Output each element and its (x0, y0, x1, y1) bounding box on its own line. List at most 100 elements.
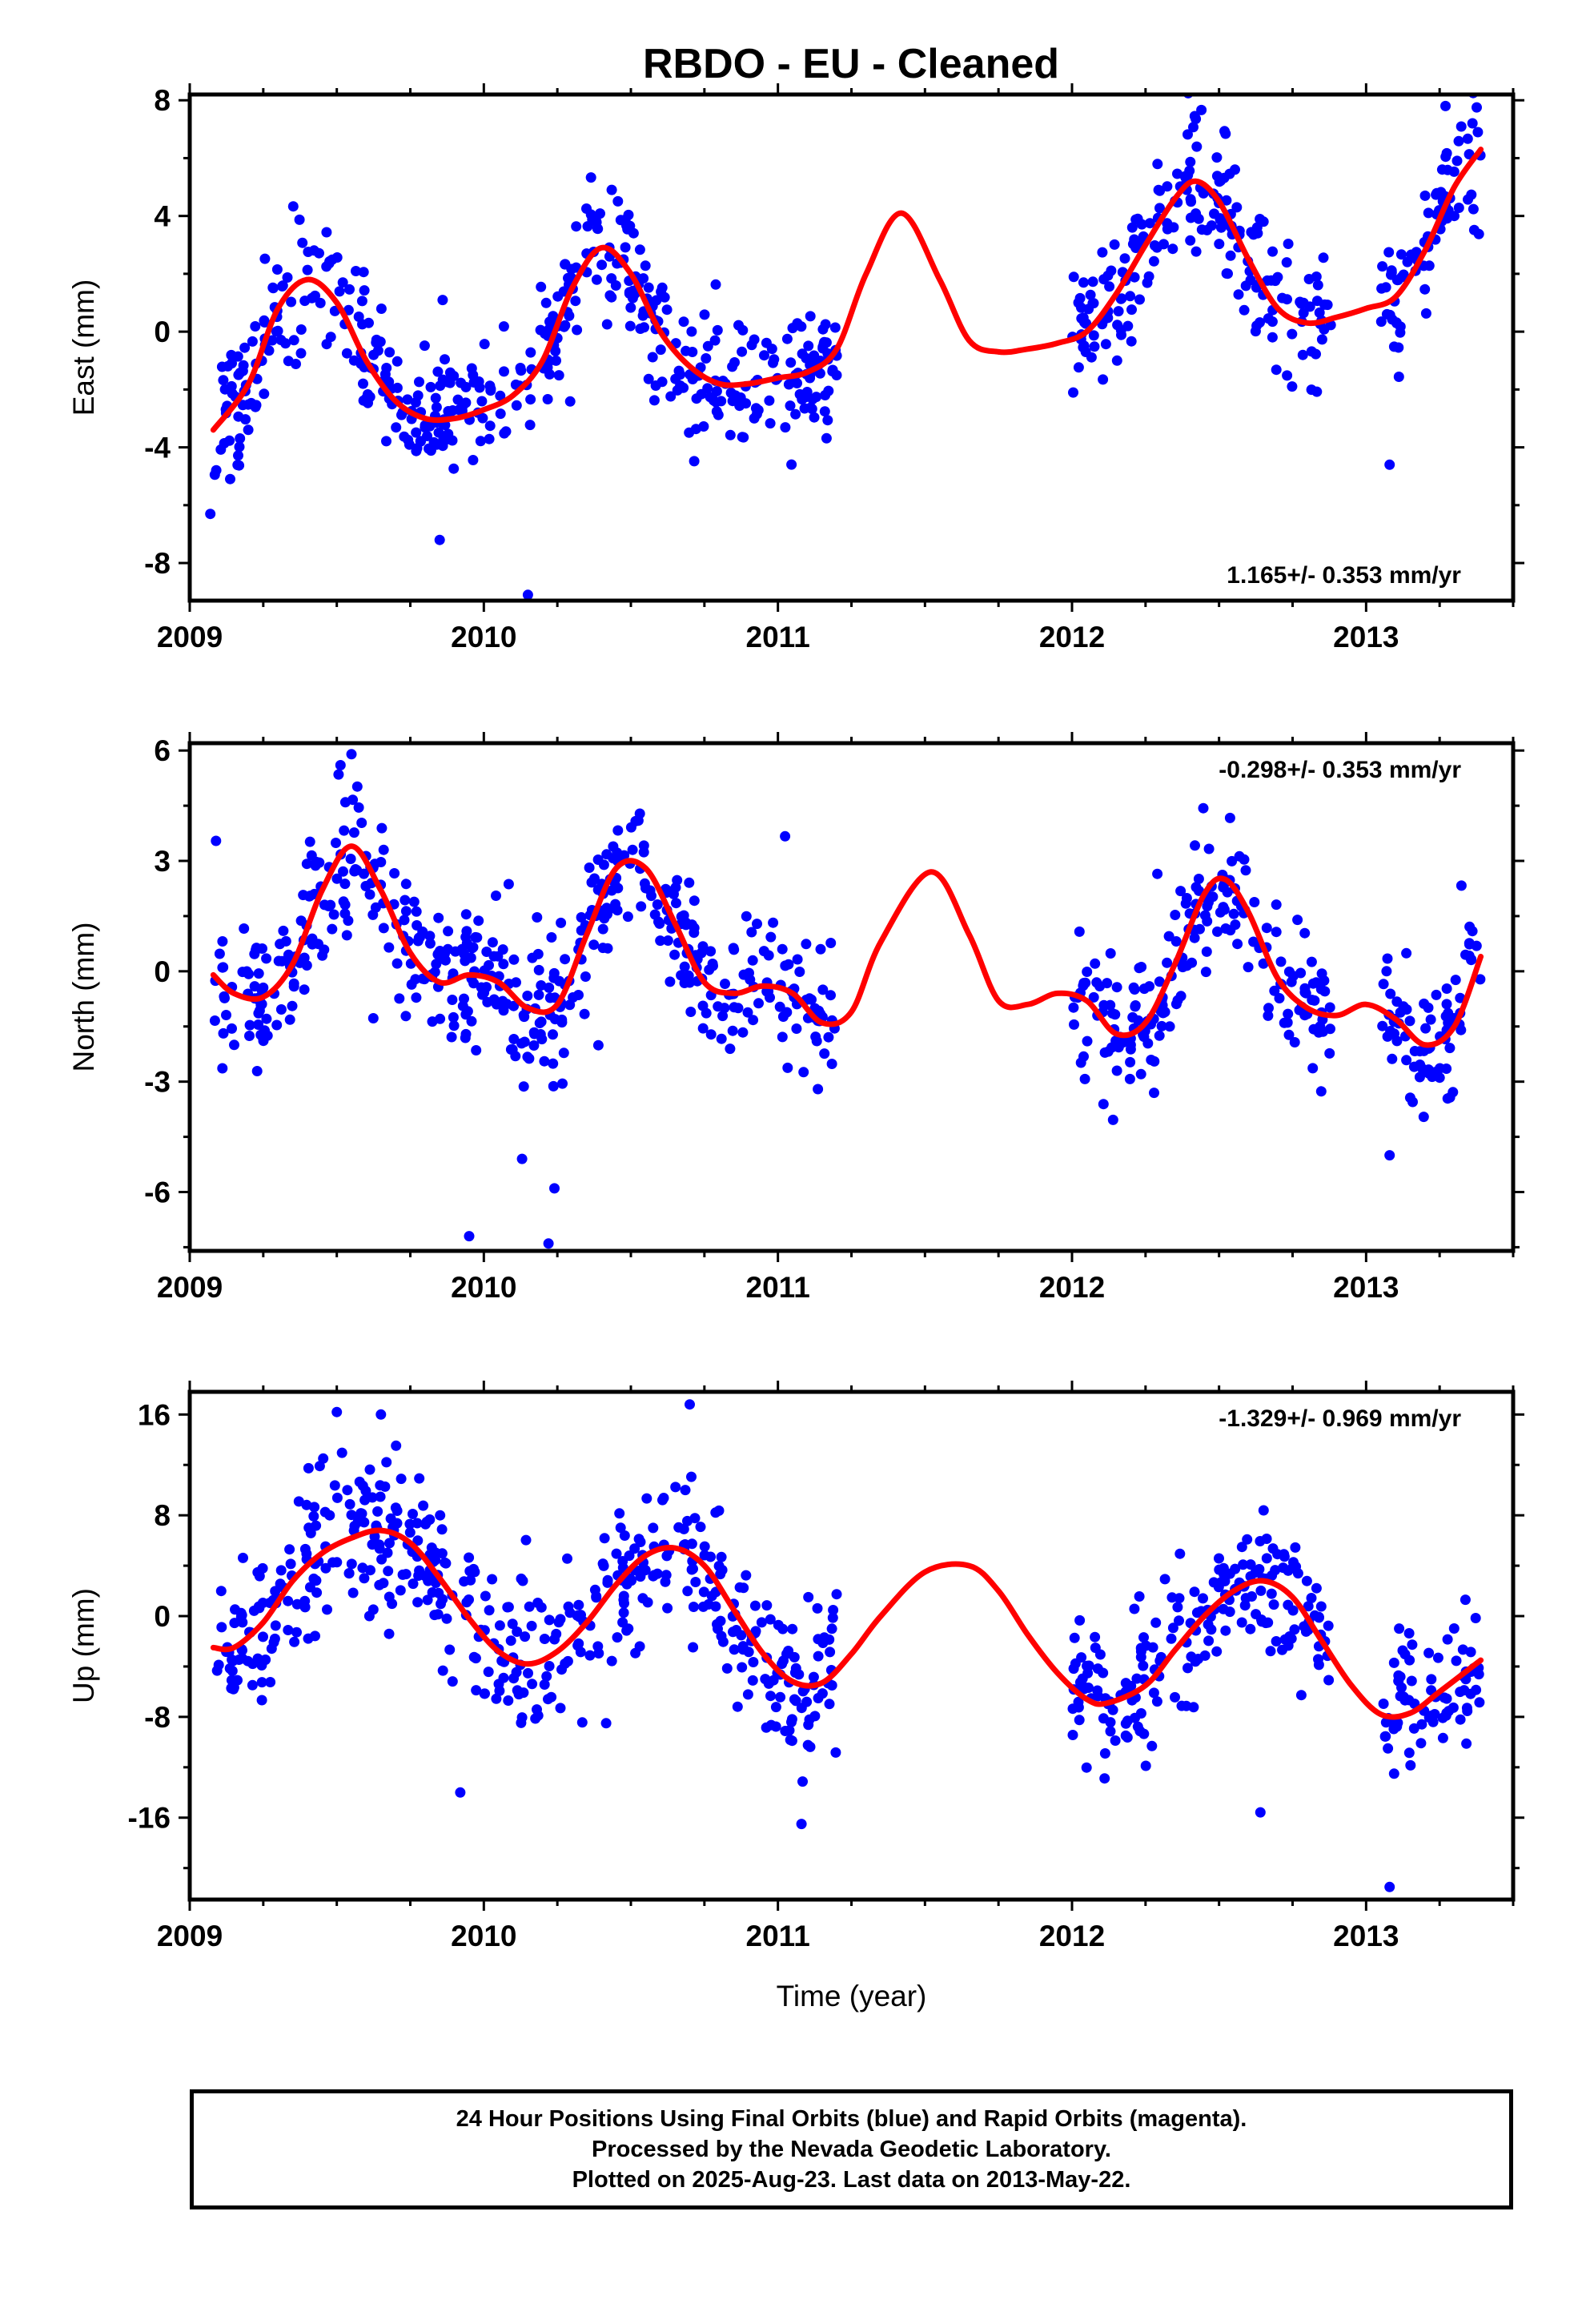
up-data-point (623, 1623, 634, 1634)
east-data-point (425, 381, 436, 392)
east-data-point (294, 214, 305, 225)
east-data-point (725, 429, 736, 440)
east-data-point (232, 351, 243, 362)
up-data-point (1166, 1633, 1177, 1644)
east-data-point (495, 390, 506, 401)
north-data-point (662, 935, 673, 946)
east-y-axis-label: East (mm) (67, 279, 100, 416)
up-data-point (1148, 1687, 1159, 1699)
north-data-point (413, 932, 424, 943)
north-data-point (211, 835, 222, 846)
north-data-point (528, 1027, 540, 1038)
north-data-point (741, 911, 752, 922)
up-data-point (1388, 1657, 1399, 1668)
north-data-point (557, 1078, 568, 1089)
east-data-point (1112, 320, 1123, 331)
north-data-point (1243, 962, 1254, 973)
up-data-point (1174, 1548, 1186, 1559)
north-data-point (1269, 985, 1280, 996)
north-data-point (1401, 1004, 1412, 1015)
east-data-point (432, 366, 444, 377)
north-data-point (684, 877, 695, 888)
north-data-point (411, 906, 422, 917)
north-data-point (1164, 1021, 1175, 1032)
up-data-point (412, 1597, 424, 1608)
north-data-point (1423, 1064, 1434, 1076)
north-data-point (1088, 991, 1099, 1003)
up-data-point (1081, 1762, 1092, 1773)
north-data-point (546, 932, 557, 943)
north-data-point (705, 1029, 717, 1040)
east-data-point (1225, 250, 1236, 261)
north-data-point (1306, 956, 1317, 967)
up-data-point (1266, 1588, 1277, 1599)
east-data-point (805, 311, 816, 322)
up-data-point (1214, 1553, 1224, 1564)
east-data-point (570, 296, 581, 307)
up-y-tick-label: -16 (128, 1802, 171, 1835)
north-data-point (1134, 963, 1145, 974)
north-data-point (1387, 1053, 1398, 1064)
east-data-point (610, 280, 621, 291)
north-data-point (333, 769, 344, 780)
up-data-point (248, 1605, 259, 1616)
east-data-point (713, 409, 724, 420)
up-data-point (1245, 1559, 1256, 1570)
north-data-point (364, 889, 375, 900)
east-data-point (1411, 247, 1422, 258)
up-data-point (414, 1473, 425, 1484)
east-data-point (1468, 224, 1480, 235)
east-data-point (275, 335, 287, 345)
east-data-point (353, 312, 364, 322)
east-data-point (1383, 247, 1395, 258)
north-data-point (717, 1011, 729, 1022)
north-data-point (1074, 926, 1085, 937)
north-data-point (1377, 1020, 1388, 1031)
north-data-point (1125, 1039, 1136, 1051)
east-data-point (1304, 301, 1315, 312)
up-data-point (367, 1604, 379, 1615)
north-data-point (1384, 1150, 1395, 1161)
north-data-point (1099, 1047, 1110, 1058)
north-data-point (278, 925, 289, 936)
north-data-point (689, 923, 700, 934)
east-data-point (524, 420, 536, 431)
north-data-point (544, 982, 555, 993)
east-data-point (359, 285, 370, 296)
east-x-tick-label: 2013 (1333, 621, 1399, 653)
north-data-point (313, 939, 323, 950)
east-data-point (1126, 304, 1137, 316)
east-data-point (1125, 291, 1136, 302)
up-data-point (283, 1595, 294, 1606)
north-data-point (1447, 1087, 1459, 1098)
up-data-point (1170, 1691, 1180, 1703)
north-data-point (1261, 923, 1272, 934)
up-data-point (1240, 1593, 1251, 1604)
east-data-point (585, 172, 596, 183)
up-data-point (1290, 1542, 1301, 1553)
north-data-point (671, 898, 681, 909)
east-data-point (344, 283, 355, 295)
east-data-point (1423, 260, 1435, 271)
east-data-point (1134, 294, 1145, 305)
east-data-point (362, 389, 373, 400)
east-data-point (235, 368, 246, 378)
east-data-point (460, 381, 472, 392)
north-data-point (253, 968, 264, 979)
up-data-point (459, 1576, 470, 1587)
east-data-point (267, 282, 279, 293)
east-data-point (431, 402, 442, 412)
up-data-point (353, 1511, 364, 1522)
north-data-point (433, 912, 444, 923)
up-data-point (575, 1647, 586, 1658)
up-data-point (385, 1513, 396, 1524)
up-data-point (427, 1587, 438, 1598)
up-data-point (293, 1496, 304, 1507)
east-data-point (1185, 194, 1196, 205)
east-data-point (1419, 283, 1431, 295)
east-data-point (809, 350, 820, 361)
east-data-point (710, 279, 721, 290)
up-data-point (437, 1665, 448, 1676)
up-data-point (551, 1628, 562, 1639)
up-data-point (367, 1539, 378, 1550)
